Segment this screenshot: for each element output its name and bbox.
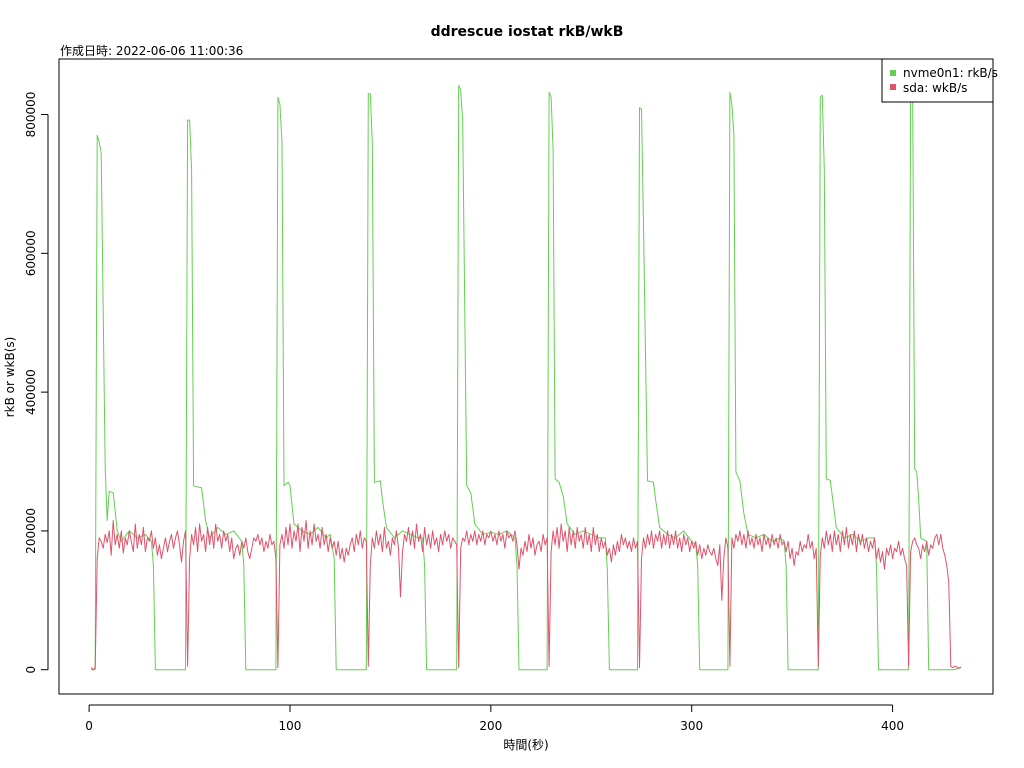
- x-tick-label: 100: [279, 719, 302, 733]
- y-tick-label: 800000: [24, 92, 38, 138]
- x-tick-label: 0: [85, 719, 93, 733]
- legend-box: [881, 58, 994, 103]
- x-tick-label: 200: [479, 719, 502, 733]
- x-axis: 0 100 200 300 400: [85, 704, 904, 733]
- legend-label-nvme0n1: nvme0n1: rkB/s: [903, 66, 998, 80]
- legend-swatch-sda: [890, 84, 896, 90]
- chart-subtitle: 作成日時: 2022-06-06 11:00:36: [60, 44, 243, 58]
- y-tick-label: 0: [24, 666, 38, 674]
- series-layer: [90, 84, 962, 671]
- chart-title: ddrescue iostat rkB/wkB: [431, 24, 624, 40]
- y-axis-label: rkB or wkB(s): [3, 337, 17, 418]
- legend: nvme0n1: rkB/s sda: wkB/s: [881, 58, 998, 103]
- y-axis: 0 200000 400000 600000 800000: [24, 92, 49, 674]
- x-tick-label: 400: [881, 719, 904, 733]
- series-line-0: [91, 84, 962, 671]
- x-tick-label: 300: [680, 719, 703, 733]
- plot-frame: [58, 58, 994, 695]
- x-axis-label: 時間(秒): [503, 738, 548, 752]
- series-line-1: [90, 520, 962, 671]
- y-tick-label: 400000: [24, 369, 38, 415]
- legend-label-sda: sda: wkB/s: [903, 81, 967, 95]
- y-tick-label: 600000: [24, 230, 38, 276]
- legend-swatch-nvme0n1: [890, 70, 896, 76]
- y-tick-label: 200000: [24, 508, 38, 554]
